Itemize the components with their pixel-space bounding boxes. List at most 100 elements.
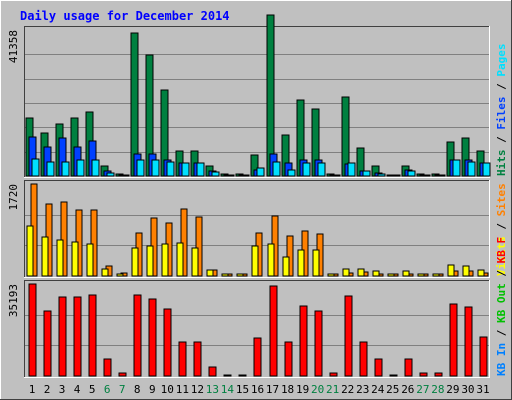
bar-kb-f-day-19 — [299, 305, 308, 377]
x-tick-label-17: 17 — [266, 383, 279, 396]
bar-kb-f-day-21 — [329, 372, 338, 377]
bar-kb-f-day-29 — [449, 303, 458, 377]
bar-pages-day-1 — [31, 158, 40, 177]
x-tick-label-4: 4 — [74, 383, 81, 396]
x-tick-label-9: 9 — [149, 383, 156, 396]
chart-title: Daily usage for December 2014 — [20, 9, 230, 23]
y-max-label: 35193 — [7, 284, 20, 317]
x-tick-label-3: 3 — [59, 383, 66, 396]
bar-kb-f-day-22 — [344, 295, 353, 377]
x-tick-label-28: 28 — [431, 383, 444, 396]
bar-kb-f-day-25 — [389, 374, 398, 377]
bar-kb-f-day-18 — [284, 341, 293, 377]
bar-pages-day-25 — [392, 174, 401, 177]
bar-visits-day-10 — [161, 243, 169, 277]
x-tick-label-29: 29 — [446, 383, 459, 396]
bar-visits-day-18 — [282, 256, 290, 277]
bar-visits-day-2 — [41, 236, 49, 277]
bar-pages-day-2 — [46, 161, 55, 177]
bar-kb-f-day-3 — [58, 296, 67, 377]
bar-kb-f-day-4 — [73, 296, 82, 377]
y-max-label: 41358 — [7, 30, 20, 63]
x-tick-label-1: 1 — [29, 383, 36, 396]
bar-kb-f-day-12 — [193, 341, 202, 377]
bar-pages-day-3 — [61, 161, 70, 177]
bar-kb-f-day-23 — [359, 341, 368, 377]
bar-kb-f-day-9 — [148, 298, 157, 377]
bar-kb-f-day-30 — [464, 306, 473, 377]
bar-visits-day-27 — [417, 273, 425, 277]
panel-legend: Hits / Files / Pages — [495, 44, 508, 177]
bar-pages-day-18 — [287, 169, 296, 177]
bar-kb-f-day-1 — [28, 283, 37, 377]
bar-pages-day-22 — [347, 162, 356, 177]
bar-pages-day-28 — [437, 174, 446, 177]
legend-entry: Files — [495, 97, 508, 130]
bar-kb-f-day-15 — [238, 374, 247, 377]
bar-visits-day-15 — [236, 273, 244, 277]
x-tick-label-21: 21 — [326, 383, 339, 396]
bar-visits-day-9 — [146, 245, 154, 277]
x-axis-labels: 1 2 3 4 5 6 7 8 9 10 11 12 13 14 15 16 17 18 19 20 21 22 23 24 2… — [29, 383, 490, 396]
bar-pages-day-12 — [196, 162, 205, 177]
bar-visits-day-28 — [432, 273, 440, 277]
bar-visits-day-13 — [206, 269, 214, 277]
bar-pages-day-13 — [211, 171, 220, 177]
bar-pages-day-27 — [422, 174, 431, 177]
x-tick-label-14: 14 — [221, 383, 235, 396]
legend-entry: / — [495, 77, 508, 97]
bar-visits-day-22 — [342, 268, 350, 277]
chart-panels: 41358 Hits / Files / Pages 1720 Visits / Si… — [7, 14, 508, 378]
bar-pages-day-30 — [467, 161, 476, 177]
panel-middle: 1720 Visits / Sites — [7, 180, 508, 278]
x-tick-label-22: 22 — [341, 383, 354, 396]
bar-pages-day-14 — [226, 174, 235, 177]
bar-kb-f-day-5 — [88, 294, 97, 377]
bar-kb-f-day-27 — [419, 372, 428, 377]
x-tick-label-20: 20 — [311, 383, 324, 396]
bar-visits-day-12 — [191, 247, 199, 277]
legend-entry: KB Out — [495, 283, 508, 323]
bar-pages-day-7 — [121, 174, 130, 177]
x-tick-label-23: 23 — [356, 383, 369, 396]
legend-entry: / — [495, 263, 508, 283]
bar-pages-day-16 — [256, 167, 265, 177]
bar-kb-f-day-6 — [103, 358, 112, 377]
bar-visits-day-6 — [101, 268, 109, 277]
legend-entry: Sites — [495, 183, 508, 216]
bar-pages-day-23 — [362, 170, 371, 177]
bar-kb-f-day-26 — [404, 358, 413, 377]
bar-pages-day-6 — [106, 172, 115, 177]
bar-pages-day-11 — [181, 162, 190, 177]
x-tick-label-19: 19 — [296, 383, 309, 396]
bar-pages-day-9 — [151, 159, 160, 177]
legend-entry: KB F — [495, 237, 508, 264]
x-tick-label-6: 6 — [104, 383, 111, 396]
bar-pages-day-29 — [452, 159, 461, 177]
bar-kb-f-day-17 — [269, 285, 278, 377]
bar-visits-day-21 — [327, 273, 335, 277]
bar-kb-f-day-10 — [163, 308, 172, 377]
x-tick-label-13: 13 — [206, 383, 219, 396]
x-tick-label-25: 25 — [386, 383, 399, 396]
bar-visits-day-1 — [26, 225, 34, 277]
bar-pages-day-31 — [482, 162, 491, 177]
x-tick-label-26: 26 — [401, 383, 414, 396]
bar-visits-day-24 — [372, 270, 380, 277]
bar-sites-day-12 — [195, 216, 203, 277]
legend-entry: / — [495, 130, 508, 150]
bar-pages-day-20 — [317, 162, 326, 177]
bar-sites-day-5 — [90, 209, 98, 277]
bar-visits-day-16 — [251, 245, 259, 277]
x-tick-label-27: 27 — [416, 383, 429, 396]
bar-sites-day-3 — [60, 201, 68, 277]
bar-pages-day-26 — [407, 170, 416, 177]
bar-visits-day-3 — [56, 239, 64, 277]
x-tick-label-24: 24 — [371, 383, 385, 396]
x-tick-label-7: 7 — [119, 383, 126, 396]
x-tick-label-12: 12 — [191, 383, 204, 396]
bar-visits-day-25 — [387, 273, 395, 277]
bar-visits-day-30 — [462, 265, 470, 277]
